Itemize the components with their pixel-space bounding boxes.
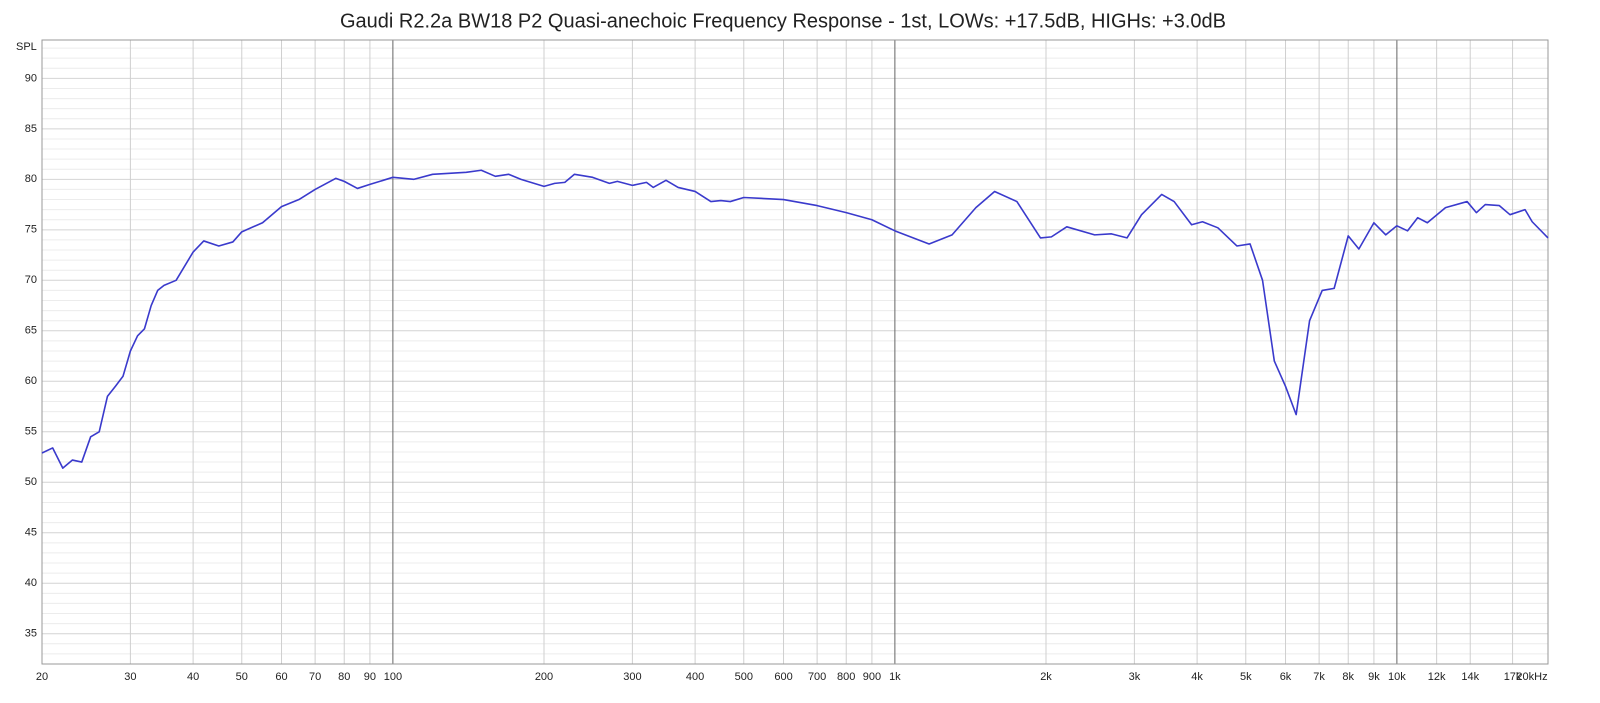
y-tick-label: 50	[25, 476, 37, 488]
x-tick-label: 5k	[1240, 671, 1252, 683]
y-tick-label: 60	[25, 375, 37, 387]
x-tick-label: 14k	[1461, 671, 1479, 683]
y-tick-label: 90	[25, 72, 37, 84]
y-tick-label: 80	[25, 173, 37, 185]
x-tick-label: 90	[364, 671, 376, 683]
x-tick-label: 9k	[1368, 671, 1380, 683]
y-tick-label: 45	[25, 527, 37, 539]
x-tick-label: 4k	[1191, 671, 1203, 683]
chart-title: Gaudi R2.2a BW18 P2 Quasi-anechoic Frequ…	[340, 10, 1226, 32]
y-tick-label: 55	[25, 426, 37, 438]
y-tick-label: 75	[25, 224, 37, 236]
x-tick-label: 400	[686, 671, 704, 683]
x-tick-label: 80	[338, 671, 350, 683]
plot-frame	[41, 39, 1549, 665]
x-tick-label: 500	[735, 671, 753, 683]
x-tick-label: 30	[124, 671, 136, 683]
x-tick-label: 200	[535, 671, 553, 683]
x-tick-label: 70	[309, 671, 321, 683]
x-tick-label: 50	[236, 671, 248, 683]
y-tick-label: 40	[25, 577, 37, 589]
x-tick-label: 3k	[1129, 671, 1141, 683]
x-tick-label: 600	[774, 671, 792, 683]
x-tick-label: 300	[623, 671, 641, 683]
y-axis-label: SPL	[16, 41, 37, 53]
x-tick-label: 800	[837, 671, 855, 683]
x-tick-label: 8k	[1342, 671, 1354, 683]
x-tick-label: 100	[384, 671, 402, 683]
x-tick-label: 10k	[1388, 671, 1406, 683]
x-tick-label: 40	[187, 671, 199, 683]
x-tick-label: 2k	[1040, 671, 1052, 683]
y-tick-label: 65	[25, 325, 37, 337]
x-tick-label: 60	[275, 671, 287, 683]
x-tick-label: 17k	[1504, 671, 1522, 683]
x-tick-label: 20kHz	[1516, 671, 1547, 683]
x-tick-label: 700	[808, 671, 826, 683]
x-tick-label: 1k	[889, 671, 901, 683]
y-tick-label: 70	[25, 274, 37, 286]
y-tick-label: 35	[25, 628, 37, 640]
x-tick-label: 900	[863, 671, 881, 683]
x-tick-label: 6k	[1280, 671, 1292, 683]
y-tick-label: 85	[25, 123, 37, 135]
x-tick-label: 7k	[1313, 671, 1325, 683]
response-line	[41, 169, 1549, 469]
x-tick-label: 20	[36, 671, 48, 683]
x-tick-label: 12k	[1428, 671, 1446, 683]
